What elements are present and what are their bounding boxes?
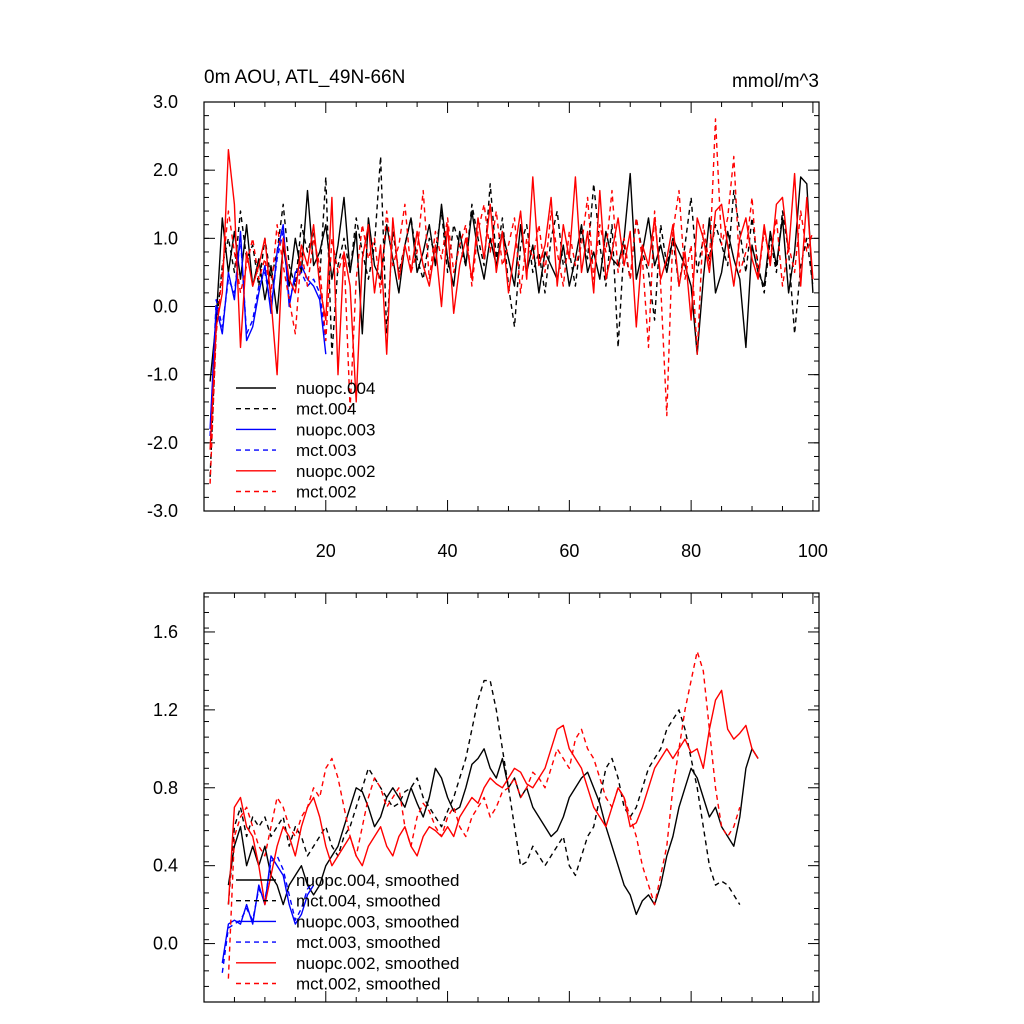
y-tick-label: -2.0 xyxy=(147,433,178,453)
top-panel-x-tick-labels: 20 40 60 80 100 xyxy=(316,541,828,561)
y-tick-label: 1.0 xyxy=(153,228,178,248)
legend-label: mct.004 xyxy=(296,400,356,419)
y-tick-label: 1.2 xyxy=(153,700,178,720)
x-tick-label: 100 xyxy=(798,541,828,561)
x-tick-label: 60 xyxy=(559,541,579,561)
series-line-mct-002-smoothed xyxy=(227,650,741,979)
legend-label: nuopc.004 xyxy=(296,379,375,398)
bottom-panel-frame xyxy=(203,592,820,1003)
y-tick-label: 0.4 xyxy=(153,856,178,876)
legend-label: mct.002 xyxy=(296,483,356,502)
legend-label: mct.003, smoothed xyxy=(296,933,441,952)
top-panel-series xyxy=(209,118,814,484)
y-tick-label: 2.0 xyxy=(153,160,178,180)
legend-label: nuopc.002, smoothed xyxy=(296,954,460,973)
legend-label: mct.004, smoothed xyxy=(296,892,441,911)
y-tick-label: 0.0 xyxy=(153,934,178,954)
bottom-panel: 1.6 1.2 0.8 0.4 0.0 nuopc.004, smoothed mct.0… xyxy=(153,592,820,1003)
legend-label: nuopc.003, smoothed xyxy=(296,912,460,931)
y-tick-label: -1.0 xyxy=(147,365,178,385)
legend-label: mct.002, smoothed xyxy=(296,975,441,994)
legend-label: nuopc.002 xyxy=(296,462,375,481)
y-tick-label: 3.0 xyxy=(153,92,178,112)
series-line-mct-004-smoothed xyxy=(227,679,741,905)
top-panel-units: mmol/m^3 xyxy=(732,71,819,92)
y-tick-label: 0.8 xyxy=(153,778,178,798)
y-tick-label: 0.0 xyxy=(153,297,178,317)
top-panel-y-tick-labels: 3.0 2.0 1.0 0.0 -1.0 -2.0 -3.0 xyxy=(147,92,178,521)
bottom-panel-series xyxy=(221,650,759,979)
x-tick-label: 40 xyxy=(438,541,458,561)
top-panel: 0m AOU, ATL_49N-66N mmol/m^3 3.0 2.0 1.0 0.… xyxy=(147,67,828,561)
series-line-mct-002 xyxy=(209,118,814,484)
legend-label: nuopc.003 xyxy=(296,420,375,439)
bottom-panel-ticks xyxy=(204,593,819,1003)
x-tick-label: 20 xyxy=(316,541,336,561)
x-tick-label: 80 xyxy=(681,541,701,561)
y-tick-label: -3.0 xyxy=(147,501,178,521)
series-line-mct-003 xyxy=(209,230,327,437)
series-line-nuopc-002 xyxy=(209,148,814,450)
top-panel-title: 0m AOU, ATL_49N-66N xyxy=(204,67,405,88)
top-panel-frame xyxy=(203,101,820,512)
bottom-panel-y-tick-labels: 1.6 1.2 0.8 0.4 0.0 xyxy=(153,622,178,954)
series-line-mct-003-smoothed xyxy=(221,855,315,973)
legend-label: nuopc.004, smoothed xyxy=(296,871,460,890)
series-line-nuopc-002-smoothed xyxy=(227,689,759,906)
y-tick-label: 1.6 xyxy=(153,622,178,642)
series-line-nuopc-004-smoothed xyxy=(227,748,759,916)
legend-label: mct.003 xyxy=(296,441,356,460)
